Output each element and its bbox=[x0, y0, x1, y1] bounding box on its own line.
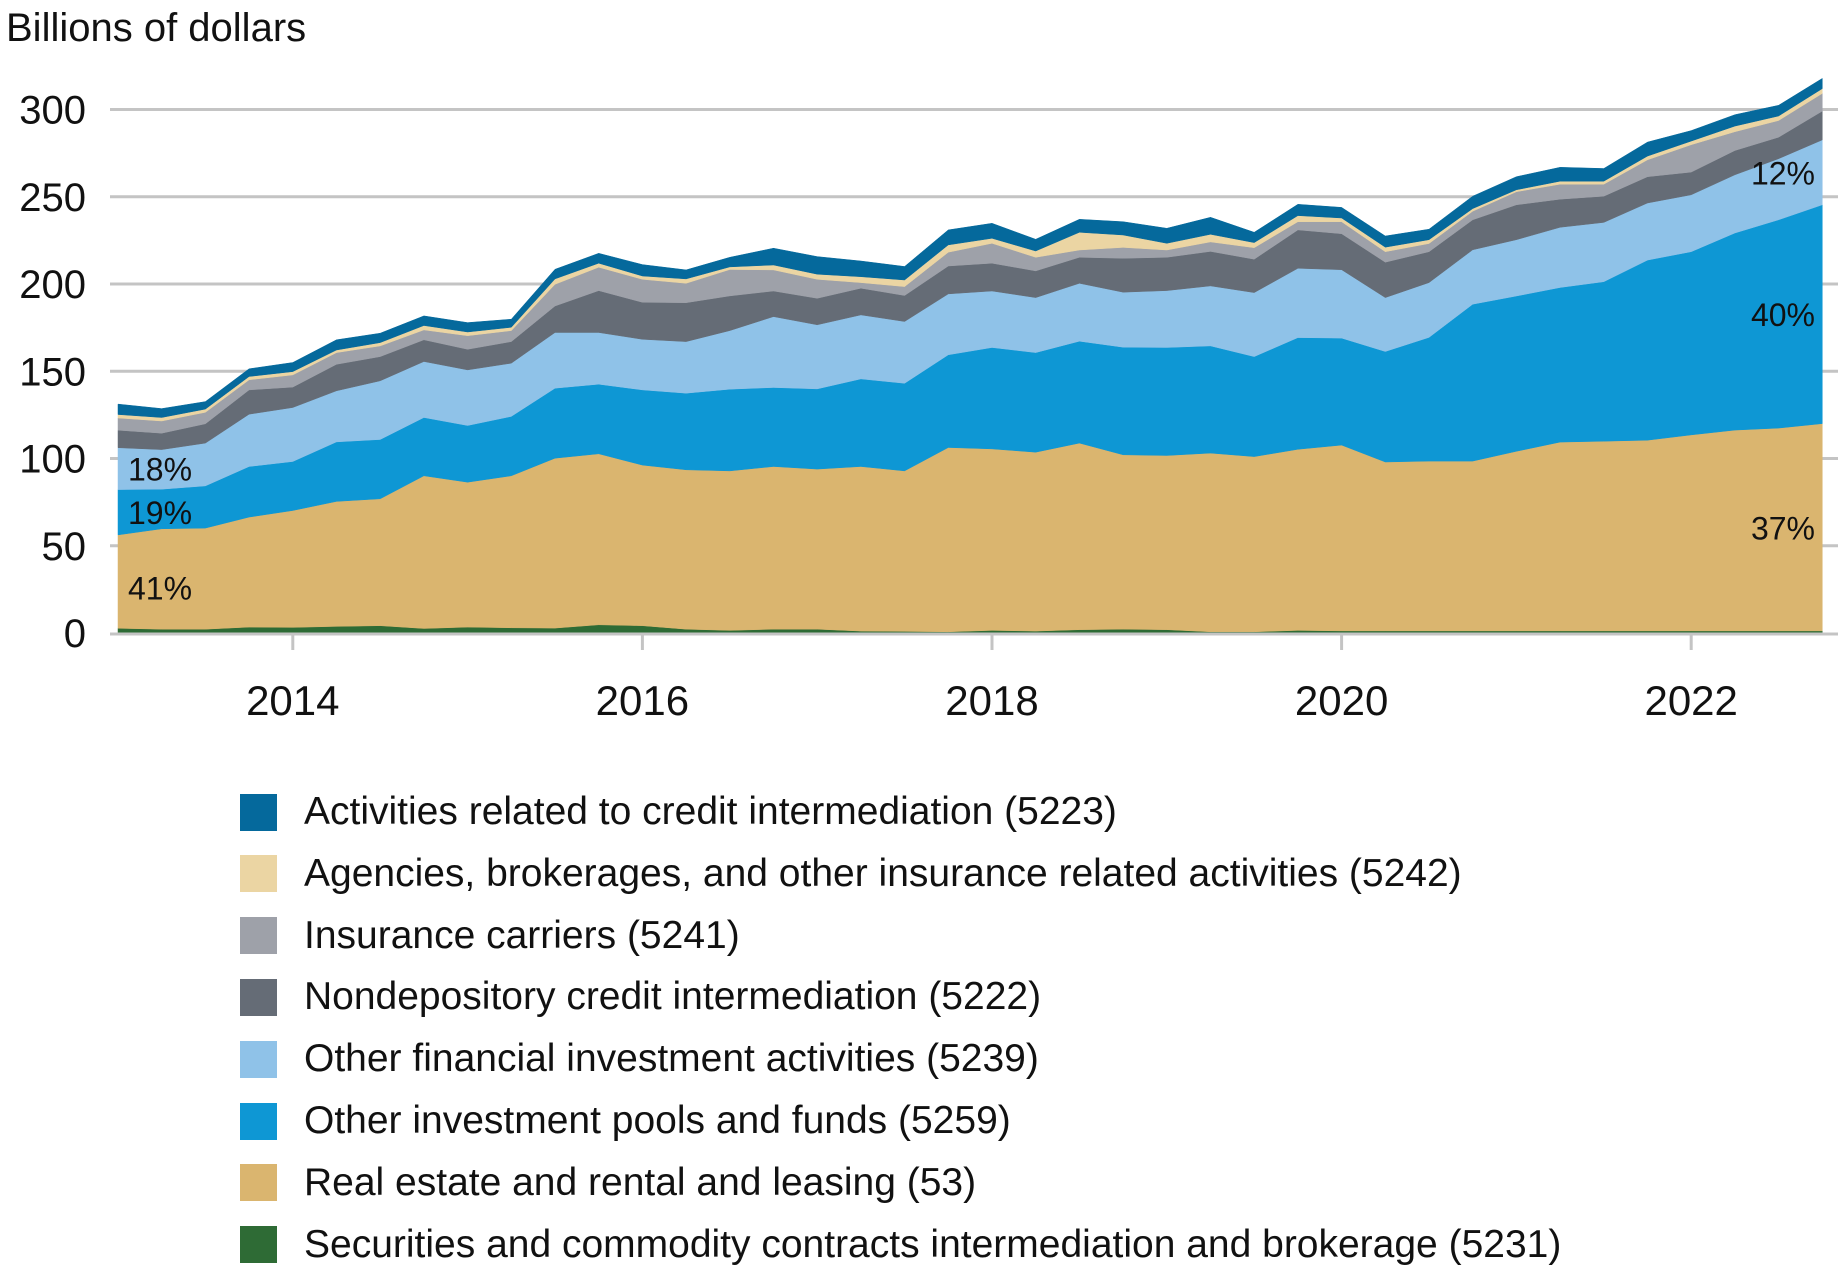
legend-label: Real estate and rental and leasing (53) bbox=[304, 1160, 977, 1204]
legend-swatch bbox=[240, 1040, 277, 1078]
share-label: 40% bbox=[1751, 297, 1815, 333]
legend-swatch bbox=[240, 917, 277, 955]
legend-item: Other financial investment activities (5… bbox=[240, 1035, 1039, 1083]
legend-swatch bbox=[240, 1102, 277, 1140]
x-tick-label: 2016 bbox=[596, 677, 689, 724]
legend-swatch bbox=[240, 855, 277, 893]
legend-label: Insurance carriers (5241) bbox=[304, 913, 740, 957]
y-axis-ticks: 0 50 100 150 200 250 300 bbox=[19, 89, 86, 657]
legend-item: Real estate and rental and leasing (53) bbox=[240, 1159, 976, 1207]
legend-item: Nondepository credit intermediation (522… bbox=[240, 973, 1041, 1021]
x-tick-label: 2020 bbox=[1295, 677, 1388, 724]
share-annotations: 18% 19% 41% 12% 40% 37% bbox=[128, 155, 1815, 606]
area-layers bbox=[117, 77, 1823, 634]
legend-swatch bbox=[240, 1164, 277, 1202]
legend-label: Other financial investment activities (5… bbox=[304, 1037, 1039, 1081]
share-label: 12% bbox=[1751, 155, 1815, 191]
share-label: 18% bbox=[128, 452, 192, 488]
legend-item: Securities and commodity contracts inter… bbox=[240, 1221, 1561, 1269]
share-label: 19% bbox=[128, 495, 192, 531]
y-tick-label: 50 bbox=[42, 525, 87, 569]
x-axis: 2014 2016 2018 2020 2022 bbox=[110, 632, 1838, 724]
share-label: 41% bbox=[128, 571, 192, 607]
y-tick-label: 100 bbox=[19, 438, 86, 482]
area-activities-related-to-credit-intermediation-5223 bbox=[117, 77, 1823, 418]
legend-label: Activities related to credit intermediat… bbox=[304, 790, 1117, 833]
legend-label: Nondepository credit intermediation (522… bbox=[304, 975, 1042, 1019]
legend-label: Agencies, brokerages, and other insuranc… bbox=[304, 851, 1462, 895]
legend-swatch bbox=[240, 978, 277, 1016]
legend-item: Insurance carriers (5241) bbox=[240, 912, 740, 960]
legend-label: Other investment pools and funds (5259) bbox=[304, 1099, 1011, 1142]
stacked-area-chart: 2014 2016 2018 2020 2022 050100150200250300 … bbox=[19, 77, 1838, 724]
y-tick-label: 0 bbox=[64, 612, 86, 656]
x-tick-label: 2018 bbox=[945, 677, 1038, 724]
legend-item: Agencies, brokerages, and other insuranc… bbox=[240, 850, 1462, 898]
y-tick-label: 250 bbox=[19, 176, 86, 220]
legend-swatch bbox=[240, 793, 277, 831]
legend-label: Securities and commodity contracts inter… bbox=[304, 1222, 1562, 1266]
y-axis-label: Billions of dollars bbox=[6, 6, 307, 50]
share-label: 37% bbox=[1751, 510, 1815, 546]
x-tick-label: 2014 bbox=[246, 677, 339, 724]
legend-item: Other investment pools and funds (5259) bbox=[240, 1097, 1011, 1145]
x-tick-label: 2022 bbox=[1644, 677, 1737, 724]
y-tick-label: 150 bbox=[19, 350, 86, 394]
legend-item: Activities related to credit intermediat… bbox=[240, 788, 1117, 836]
y-tick-label: 300 bbox=[19, 89, 86, 133]
y-tick-label: 200 bbox=[19, 263, 86, 307]
legend-swatch bbox=[240, 1226, 277, 1264]
